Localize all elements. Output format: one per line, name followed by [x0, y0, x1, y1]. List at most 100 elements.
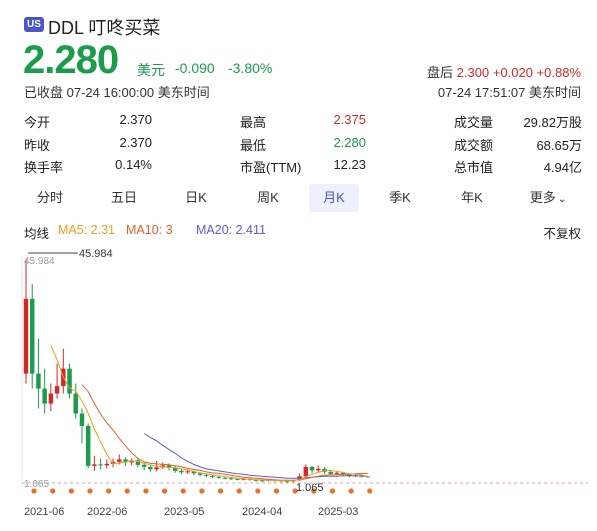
- event-marker-dot[interactable]: [367, 488, 373, 494]
- event-marker-dot[interactable]: [180, 488, 186, 494]
- candle-body: [284, 480, 290, 482]
- chevron-down-icon: ⌄: [557, 194, 567, 205]
- price-change-pct: -3.80%: [228, 60, 273, 76]
- candle-body: [204, 474, 209, 476]
- price-change: -0.090: [175, 60, 215, 76]
- event-marker-dot[interactable]: [68, 488, 74, 494]
- event-marker-dot[interactable]: [236, 488, 242, 494]
- stat-prev-value: 2.370: [119, 135, 152, 150]
- market-badge: US: [24, 17, 44, 32]
- tab-more-label: 更多: [529, 190, 556, 205]
- event-marker-dot[interactable]: [124, 488, 130, 494]
- ma-label: 均线: [24, 227, 50, 241]
- candle-body: [191, 471, 197, 474]
- x-axis-tick: 2024-04: [242, 506, 282, 518]
- tab-monthly-k[interactable]: 月K: [309, 184, 359, 212]
- candle-body: [92, 464, 97, 466]
- tab-intraday[interactable]: 分时: [36, 190, 63, 205]
- stat-prev-label: 昨收: [24, 138, 51, 153]
- stat-low-label: 最低: [240, 138, 267, 153]
- candle-body: [54, 386, 60, 394]
- stat-turnover-label: 成交额: [454, 138, 494, 153]
- event-marker-dot[interactable]: [329, 488, 336, 494]
- event-marker-dot[interactable]: [50, 488, 56, 494]
- tab-yearly-k[interactable]: 年K: [461, 190, 483, 205]
- candle-body: [160, 465, 166, 468]
- ma20-line: [143, 433, 368, 479]
- event-marker-dot[interactable]: [87, 488, 93, 494]
- max-marker-label: 45.984: [79, 248, 113, 260]
- x-axis-tick: 2021-06: [24, 506, 64, 518]
- candle-body: [42, 388, 47, 404]
- candle-body: [110, 461, 116, 464]
- event-marker-dot[interactable]: [143, 488, 149, 494]
- event-marker-dot[interactable]: [161, 488, 168, 494]
- event-marker-dot[interactable]: [255, 488, 261, 494]
- tab-quarterly-k[interactable]: 季K: [389, 190, 411, 205]
- after-hours-time: 07-24 17:51:07 美东时间: [437, 85, 581, 100]
- candle-body: [104, 463, 110, 466]
- min-marker-label: 1.065: [296, 482, 324, 494]
- event-marker-dot[interactable]: [311, 488, 317, 494]
- stat-open-label: 今开: [24, 115, 51, 130]
- candle-body: [228, 478, 234, 480]
- candle-body: [241, 478, 246, 480]
- candle-body: [179, 470, 184, 473]
- adjust-toggle[interactable]: 不复权: [543, 227, 581, 241]
- candle-body: [216, 476, 222, 478]
- candle-body: [334, 472, 340, 474]
- candle-body: [141, 464, 147, 467]
- event-marker-dot[interactable]: [106, 488, 112, 494]
- candle-body: [309, 466, 315, 471]
- after-hours-price: 2.300: [456, 65, 490, 80]
- ma5-line: [50, 345, 369, 482]
- stat-pe-label: 市盈(TTM): [240, 160, 302, 175]
- candle-body: [222, 477, 228, 479]
- candle-body: [154, 467, 159, 470]
- event-marker-dot[interactable]: [292, 488, 298, 494]
- x-axis-tick: 2023-05: [164, 506, 204, 518]
- ma5-legend: MA5: 2.31: [58, 223, 115, 237]
- candle-body: [148, 466, 153, 470]
- stat-turnover-rate-label: 换手率: [24, 160, 64, 175]
- event-marker-dot[interactable]: [217, 488, 224, 494]
- event-markers-layer: [31, 488, 373, 494]
- candlestick-chart[interactable]: 45.984 1.065 45.984 1.065 2021-06 2022-0…: [0, 245, 597, 531]
- candle-body: [98, 464, 103, 466]
- candle-body: [347, 474, 352, 476]
- ma10-line: [81, 384, 368, 481]
- tab-weekly-k[interactable]: 周K: [257, 190, 279, 205]
- candle-body: [73, 393, 78, 414]
- candle-body: [197, 473, 203, 475]
- candle-body: [117, 459, 122, 462]
- stat-mcap-label: 总市值: [454, 160, 494, 175]
- event-marker-dot[interactable]: [348, 488, 354, 494]
- y-axis-min-tick: 1.065: [24, 479, 49, 490]
- after-hours-pct: +0.88%: [536, 65, 581, 80]
- stat-high-value: 2.375: [333, 112, 366, 127]
- candle-body: [210, 475, 215, 477]
- candle-body: [29, 298, 35, 374]
- candle-body: [79, 413, 85, 426]
- stat-turnover-rate-value: 0.14%: [115, 157, 152, 172]
- event-marker-dot[interactable]: [31, 488, 37, 494]
- candle-body: [328, 471, 333, 474]
- after-hours-label: 盘后: [426, 65, 453, 80]
- stat-volume-label: 成交量: [454, 115, 494, 130]
- candle-body: [235, 478, 240, 480]
- tab-daily-k[interactable]: 日K: [185, 190, 207, 205]
- candle-body: [340, 472, 346, 475]
- stat-high-label: 最高: [240, 115, 267, 130]
- stat-mcap-value: 4.94亿: [543, 160, 582, 175]
- event-marker-dot[interactable]: [273, 488, 280, 494]
- event-marker-dot[interactable]: [199, 488, 205, 494]
- candle-body: [67, 368, 72, 394]
- candle-body: [303, 466, 309, 477]
- candle-body: [322, 468, 327, 472]
- tab-five-day[interactable]: 五日: [110, 190, 137, 205]
- candle-body: [172, 467, 178, 471]
- candle-body: [135, 460, 141, 465]
- tab-more[interactable]: 更多 ⌄: [518, 184, 578, 212]
- after-hours-change: +0.020: [492, 65, 533, 80]
- candles-layer: [23, 259, 371, 483]
